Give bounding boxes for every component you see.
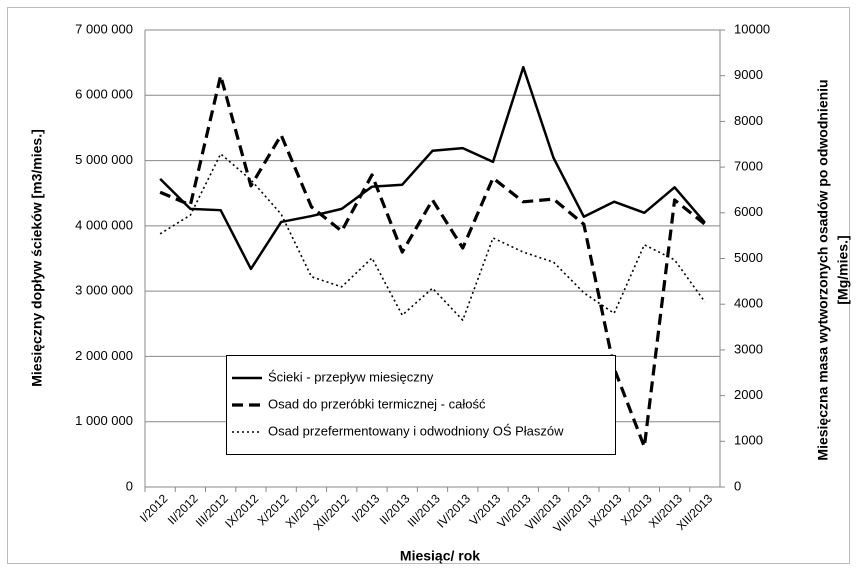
data-line	[159, 74, 706, 449]
legend-label: Ścieki - przepływ miesięczny	[268, 369, 434, 384]
y-tick-label: 2 000 000	[75, 348, 133, 363]
y2-tick-label: 2000	[734, 387, 763, 402]
y2-tick-label: 8000	[734, 113, 763, 128]
y2-axis-title: [Mg/mies.]	[835, 235, 851, 304]
y-tick-label: 4 000 000	[75, 217, 133, 232]
y2-tick-label: 0	[734, 478, 741, 493]
y-tick-label: 7 000 000	[75, 21, 133, 36]
y2-axis-title: Miesięczna masa wytworzonych osadów po o…	[815, 79, 831, 460]
y2-tick-label: 5000	[734, 250, 763, 265]
y-axis-title: Miesięczny dopływ ścieków [m3/mies.]	[29, 129, 45, 387]
y2-tick-label: 4000	[734, 296, 763, 311]
y-tick-label: 3 000 000	[75, 283, 133, 298]
legend-label: Osad do przeróbki termicznej - całość	[268, 396, 486, 411]
data-line	[159, 65, 706, 271]
y2-tick-label: 6000	[734, 204, 763, 219]
legend: Ścieki - przepływ miesięczny Osad do prze…	[226, 355, 616, 455]
y2-tick-label: 3000	[734, 341, 763, 356]
legend-label: Osad przefermentowany i odwodniony OŚ Pł…	[268, 423, 564, 438]
y-tick-label: 6 000 000	[75, 87, 133, 102]
y-tick-label: 5 000 000	[75, 152, 133, 167]
y2-tick-label: 9000	[734, 67, 763, 82]
y-tick-label: 1 000 000	[75, 413, 133, 428]
y2-tick-label: 1000	[734, 433, 763, 448]
y-tick-label: 0	[126, 478, 133, 493]
y2-tick-label: 7000	[734, 159, 763, 174]
x-axis-title: Miesiąc/ rok	[400, 548, 480, 564]
y2-tick-label: 10000	[734, 21, 770, 36]
chart-border	[7, 7, 850, 564]
legend-box	[226, 355, 616, 455]
